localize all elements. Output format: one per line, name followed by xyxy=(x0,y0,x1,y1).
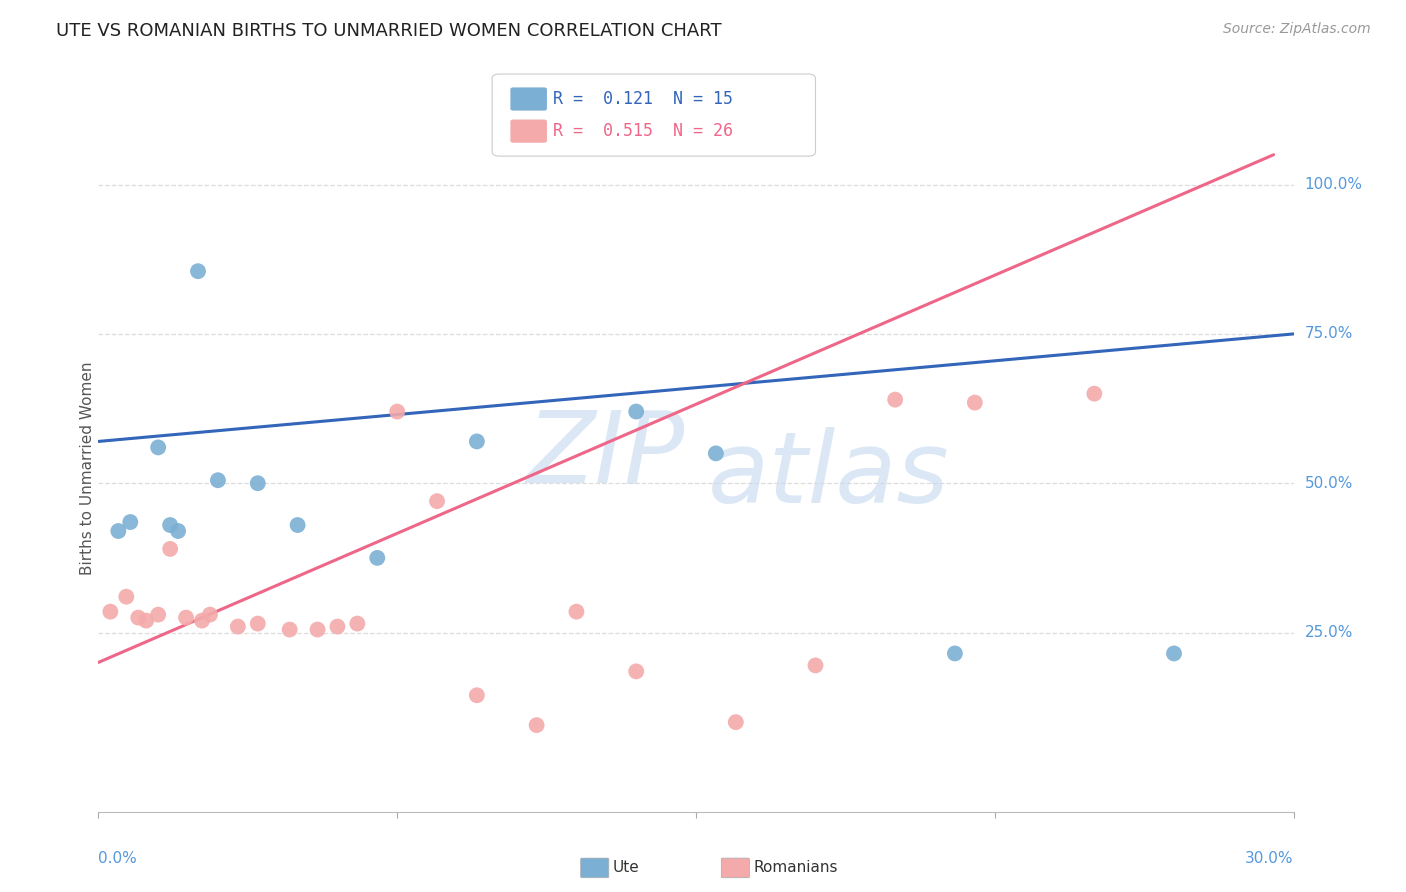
Point xyxy=(943,647,966,661)
Point xyxy=(98,605,122,619)
Point xyxy=(1083,386,1105,401)
Point xyxy=(159,518,181,533)
Point xyxy=(115,590,138,604)
Point xyxy=(191,614,214,628)
Point xyxy=(127,610,149,624)
Point xyxy=(565,605,588,619)
Point xyxy=(465,688,488,702)
Text: 25.0%: 25.0% xyxy=(1305,625,1353,640)
Point xyxy=(148,441,170,455)
Text: atlas: atlas xyxy=(709,426,949,524)
Point xyxy=(148,607,170,622)
Text: 50.0%: 50.0% xyxy=(1305,475,1353,491)
Point xyxy=(326,619,349,633)
Point xyxy=(167,524,190,538)
Point xyxy=(246,616,269,631)
Point xyxy=(346,616,368,631)
Point xyxy=(120,515,142,529)
Point xyxy=(198,607,221,622)
Point xyxy=(426,494,449,508)
Point xyxy=(624,665,647,679)
Point xyxy=(107,524,129,538)
Point xyxy=(385,404,409,418)
Point xyxy=(207,473,229,487)
Point xyxy=(135,614,157,628)
Text: R =  0.515  N = 26: R = 0.515 N = 26 xyxy=(553,122,733,140)
Point xyxy=(724,715,747,730)
Point xyxy=(159,541,181,556)
Text: 30.0%: 30.0% xyxy=(1246,851,1294,865)
Text: Romanians: Romanians xyxy=(754,861,838,875)
Point xyxy=(526,718,548,732)
Point xyxy=(246,476,269,491)
Text: R =  0.121  N = 15: R = 0.121 N = 15 xyxy=(553,90,733,108)
Point xyxy=(307,623,329,637)
Point xyxy=(287,518,309,533)
Point xyxy=(884,392,907,407)
Point xyxy=(804,658,827,673)
Text: Ute: Ute xyxy=(613,861,640,875)
Text: UTE VS ROMANIAN BIRTHS TO UNMARRIED WOMEN CORRELATION CHART: UTE VS ROMANIAN BIRTHS TO UNMARRIED WOME… xyxy=(56,22,721,40)
Text: 0.0%: 0.0% xyxy=(98,851,138,865)
Text: 100.0%: 100.0% xyxy=(1305,178,1362,192)
Point xyxy=(187,264,209,278)
Point xyxy=(624,404,647,418)
Point xyxy=(1163,647,1185,661)
Text: Source: ZipAtlas.com: Source: ZipAtlas.com xyxy=(1223,22,1371,37)
Point xyxy=(278,623,301,637)
Point xyxy=(366,550,388,565)
Point xyxy=(704,446,727,460)
Text: ZIP: ZIP xyxy=(526,406,685,503)
Point xyxy=(963,395,986,409)
Y-axis label: Births to Unmarried Women: Births to Unmarried Women xyxy=(80,361,94,575)
Point xyxy=(174,610,197,624)
Point xyxy=(465,434,488,449)
Text: 75.0%: 75.0% xyxy=(1305,326,1353,342)
Point xyxy=(226,619,249,633)
